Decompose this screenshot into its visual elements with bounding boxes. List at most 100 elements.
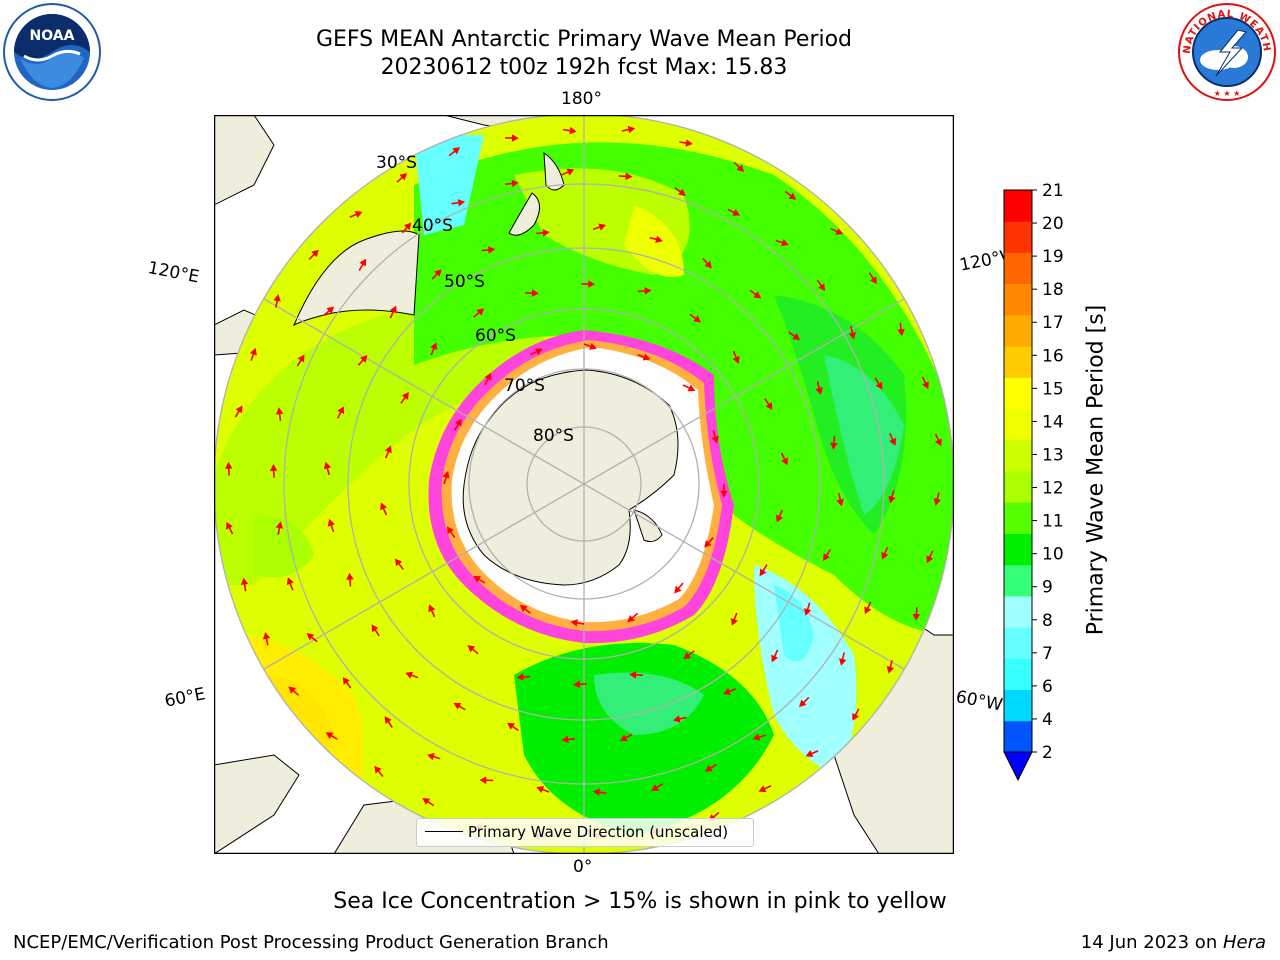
lat-label-60s: 60°S	[475, 326, 516, 346]
wave-direction-arrow-head	[674, 585, 682, 594]
wave-direction-arrow-head	[792, 333, 801, 341]
wave-direction-arrow-head	[269, 464, 278, 472]
wave-direction-arrow-head	[753, 291, 762, 299]
colorbar-tick-label: 2	[1042, 743, 1053, 763]
legend: Primary Wave Direction (unscaled)	[416, 818, 754, 847]
wave-direction-arrow-head	[848, 332, 856, 340]
wave-direction-arrow-head	[864, 606, 872, 615]
legend-label: Primary Wave Direction (unscaled)	[468, 823, 729, 841]
wave-direction-arrow-head	[723, 687, 731, 695]
wave-direction-arrow-head	[644, 287, 652, 295]
wave-direction-arrow-head	[759, 568, 767, 577]
wave-direction-arrow-head	[428, 604, 436, 613]
colorbar-extend-min	[1003, 751, 1033, 782]
wave-direction-arrow-head	[771, 654, 779, 663]
wave-direction-arrow-head	[625, 172, 633, 180]
colorbar-tick-label: 8	[1042, 611, 1053, 631]
wave-direction-arrow-head	[405, 671, 413, 679]
wave-direction-arrow-head	[240, 577, 249, 585]
wave-direction-arrow-head	[758, 785, 767, 793]
colorbar-tick-label: 20	[1042, 214, 1064, 234]
noaa-logo-icon: NOAA	[3, 3, 101, 101]
wave-direction-arrow-head	[479, 776, 487, 784]
colorbar-tick-label: 12	[1042, 479, 1064, 499]
wave-direction-arrow-head	[693, 315, 702, 323]
wave-direction-arrow-head	[685, 139, 693, 147]
wave-direction-arrow-head	[297, 354, 305, 363]
wave-direction-arrow-head	[342, 677, 350, 685]
wave-direction-arrow-head	[511, 179, 519, 188]
wave-direction-arrow-head	[804, 608, 812, 616]
wave-direction-arrow-head	[275, 407, 284, 415]
wave-direction-arrow-head	[519, 604, 528, 613]
colorbar-segment	[1004, 564, 1032, 597]
wave-direction-arrow-head	[815, 387, 823, 395]
sea-ice-note: Sea Ice Concentration > 15% is shown in …	[333, 889, 947, 914]
colorbar-tick-label: 7	[1042, 644, 1053, 664]
colorbar-segment	[1004, 346, 1032, 378]
colorbar-segment	[1004, 314, 1032, 347]
wave-direction-arrow-head	[897, 328, 905, 337]
wave-direction-arrow-head	[346, 572, 354, 580]
wave-direction-arrow-head	[273, 294, 281, 302]
colorbar-segment	[1004, 252, 1032, 285]
colorbar-segment	[1004, 502, 1032, 534]
footer-date-text: 14 Jun 2023 on	[1080, 932, 1223, 953]
antarctica-landmass	[462, 369, 679, 586]
wave-direction-arrow-head	[457, 199, 466, 207]
wave-direction-arrow-head	[286, 577, 294, 586]
chart-title: GEFS MEAN Antarctic Primary Wave Mean Pe…	[315, 27, 853, 52]
wave-direction-arrow-head	[473, 575, 482, 583]
wave-direction-arrow-head	[542, 229, 550, 237]
wave-direction-arrow-head	[476, 308, 485, 316]
wave-direction-arrow-head	[288, 686, 296, 694]
wave-direction-arrow-head	[752, 733, 761, 741]
graticule	[214, 115, 954, 854]
wave-direction-arrow-head	[818, 283, 826, 292]
footer-credit: NCEP/EMC/Verification Post Processing Pr…	[13, 932, 609, 953]
wave-direction-arrow-head	[467, 645, 476, 653]
wave-direction-arrow-head	[327, 518, 335, 527]
colorbar-segment	[1004, 408, 1032, 441]
wave-direction-arrow-head	[678, 188, 686, 196]
colorbar-segment	[1004, 595, 1032, 628]
wave-direction-arrow-head	[507, 722, 515, 730]
colorbar-segment	[1004, 221, 1032, 253]
wave-direction-arrow-head	[360, 355, 368, 363]
wave-direction-arrow-head	[374, 765, 382, 774]
chart-subtitle-run-info: 20230612 t00z 192h fcst Max: 15.83	[380, 55, 788, 80]
wave-direction-arrow-head	[732, 355, 740, 364]
wave-direction-arrow-head	[781, 457, 788, 466]
colorbar-segment	[1004, 627, 1032, 659]
wave-direction-arrow-head	[535, 348, 543, 356]
wave-direction-arrow-head	[704, 540, 712, 548]
wave-direction-arrow-head	[516, 673, 524, 681]
colorbar-segment	[1004, 533, 1032, 566]
wave-direction-arrow-head	[249, 347, 257, 356]
wave-direction-arrow-head	[875, 381, 883, 390]
lat-label-50s: 50°S	[444, 272, 485, 292]
footer-host: Hera	[1222, 932, 1266, 953]
wave-direction-arrow-head	[730, 618, 738, 626]
wave-direction-arrow-head	[765, 402, 773, 410]
wave-direction-arrow-head	[926, 555, 934, 564]
wave-direction-arrow-head	[655, 235, 663, 243]
wave-direction-arrow-head	[881, 551, 889, 560]
colorbar-segment	[1004, 439, 1032, 472]
wave-direction-arrow-head	[389, 305, 397, 314]
wave-direction-arrow-head	[226, 521, 233, 530]
colorbar-segment	[1004, 471, 1032, 503]
wave-direction-arrow-head	[235, 405, 243, 414]
wave-direction-arrow-head	[224, 461, 233, 469]
wave-direction-arrow-head	[651, 784, 660, 792]
colorbar-tick-label: 13	[1042, 445, 1064, 465]
wave-direction-arrow-head	[536, 786, 545, 794]
lat-label-40s: 40°S	[412, 216, 453, 236]
wave-direction-arrow-head	[531, 289, 539, 297]
wave-direction-arrows	[224, 125, 942, 841]
wave-direction-arrow-head	[566, 168, 575, 176]
wave-direction-arrow-head	[311, 249, 319, 258]
wave-direction-arrow-head	[822, 553, 830, 562]
wave-direction-arrow-head	[889, 437, 897, 446]
wave-direction-arrow-head	[354, 210, 363, 218]
